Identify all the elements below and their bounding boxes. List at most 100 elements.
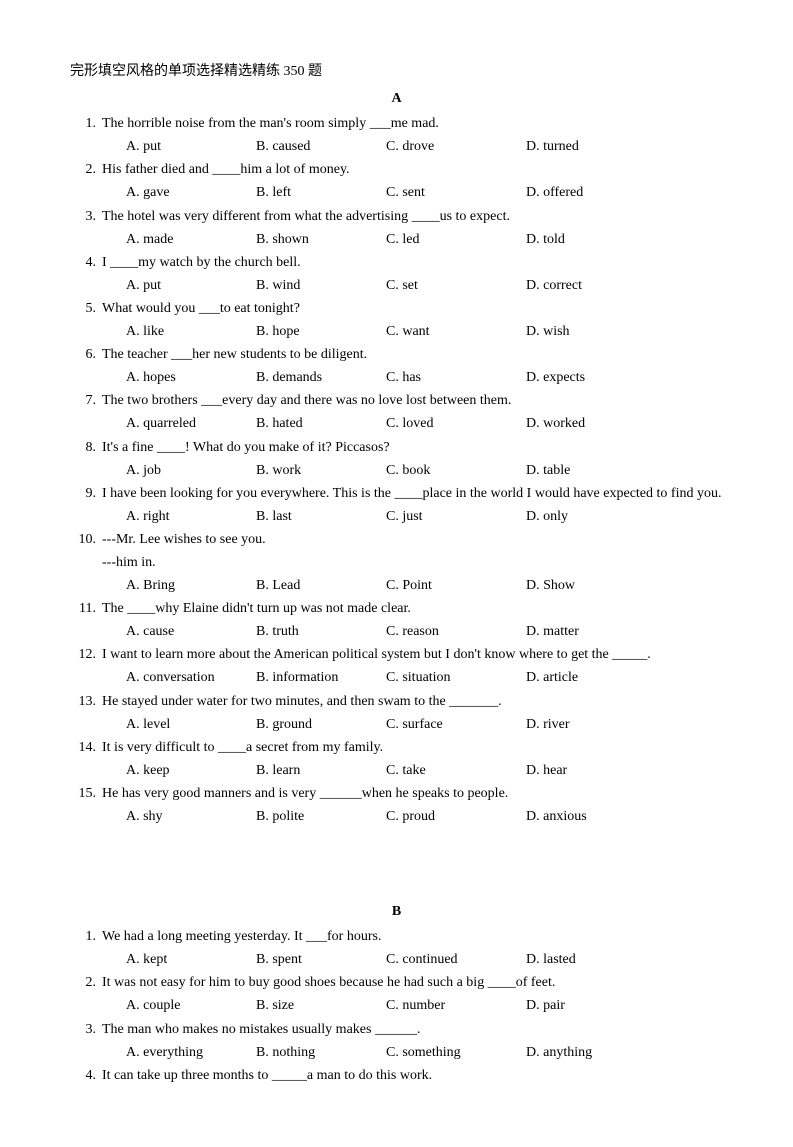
- question: 5. What would you ___to eat tonight? A. …: [70, 297, 723, 343]
- question-number: 12.: [70, 643, 102, 689]
- option-d: D. only: [526, 505, 656, 528]
- option-d: D. river: [526, 713, 656, 736]
- option-b: B. Lead: [256, 574, 386, 597]
- option-c: C. reason: [386, 620, 526, 643]
- question-stem: The man who makes no mistakes usually ma…: [102, 1018, 723, 1041]
- question-number: 1.: [70, 925, 102, 971]
- question: 10. ---Mr. Lee wishes to see you. ---him…: [70, 528, 723, 597]
- option-c: C. book: [386, 459, 526, 482]
- option-c: C. something: [386, 1041, 526, 1064]
- question: 15. He has very good manners and is very…: [70, 782, 723, 828]
- question-stem: The teacher ___her new students to be di…: [102, 343, 723, 366]
- question-number: 5.: [70, 297, 102, 343]
- question-number: 7.: [70, 389, 102, 435]
- option-a: A. quarreled: [126, 412, 256, 435]
- question-stem: He stayed under water for two minutes, a…: [102, 690, 723, 713]
- question: 4. It can take up three months to _____a…: [70, 1064, 723, 1087]
- question: 14. It is very difficult to ____a secret…: [70, 736, 723, 782]
- option-a: A. couple: [126, 994, 256, 1017]
- option-d: D. Show: [526, 574, 656, 597]
- option-b: B. shown: [256, 228, 386, 251]
- option-c: C. Point: [386, 574, 526, 597]
- question-stem: I have been looking for you everywhere. …: [102, 482, 723, 505]
- option-a: A. hopes: [126, 366, 256, 389]
- option-b: B. last: [256, 505, 386, 528]
- option-c: C. take: [386, 759, 526, 782]
- option-d: D. offered: [526, 181, 656, 204]
- question: 1. The horrible noise from the man's roo…: [70, 112, 723, 158]
- option-a: A. right: [126, 505, 256, 528]
- option-a: A. shy: [126, 805, 256, 828]
- option-a: A. keep: [126, 759, 256, 782]
- option-c: C. just: [386, 505, 526, 528]
- question-number: 2.: [70, 158, 102, 204]
- question-stem: The hotel was very different from what t…: [102, 205, 723, 228]
- option-b: B. hope: [256, 320, 386, 343]
- option-d: D. wish: [526, 320, 656, 343]
- question-stem: It was not easy for him to buy good shoe…: [102, 971, 723, 994]
- option-b: B. left: [256, 181, 386, 204]
- option-c: C. proud: [386, 805, 526, 828]
- option-c: C. drove: [386, 135, 526, 158]
- question-stem: It can take up three months to _____a ma…: [102, 1064, 723, 1087]
- option-c: C. sent: [386, 181, 526, 204]
- option-a: A. kept: [126, 948, 256, 971]
- option-d: D. table: [526, 459, 656, 482]
- option-b: B. ground: [256, 713, 386, 736]
- option-a: A. like: [126, 320, 256, 343]
- option-d: D. expects: [526, 366, 656, 389]
- option-c: C. led: [386, 228, 526, 251]
- option-c: C. set: [386, 274, 526, 297]
- question-stem: It is very difficult to ____a secret fro…: [102, 736, 723, 759]
- question: 12. I want to learn more about the Ameri…: [70, 643, 723, 689]
- question-number: 9.: [70, 482, 102, 528]
- option-d: D. told: [526, 228, 656, 251]
- option-d: D. pair: [526, 994, 656, 1017]
- section-b-letter: B: [70, 900, 723, 923]
- option-b: B. wind: [256, 274, 386, 297]
- question-number: 8.: [70, 436, 102, 482]
- option-d: D. matter: [526, 620, 656, 643]
- question-stem-line2: ---him in.: [102, 551, 723, 574]
- option-a: A. put: [126, 135, 256, 158]
- option-c: C. situation: [386, 666, 526, 689]
- option-c: C. continued: [386, 948, 526, 971]
- option-a: A. conversation: [126, 666, 256, 689]
- question-stem: It's a fine ____! What do you make of it…: [102, 436, 723, 459]
- question-stem: What would you ___to eat tonight?: [102, 297, 723, 320]
- option-d: D. correct: [526, 274, 656, 297]
- option-c: C. loved: [386, 412, 526, 435]
- question-number: 15.: [70, 782, 102, 828]
- question-stem: He has very good manners and is very ___…: [102, 782, 723, 805]
- option-c: C. number: [386, 994, 526, 1017]
- question: 2. It was not easy for him to buy good s…: [70, 971, 723, 1017]
- option-b: B. work: [256, 459, 386, 482]
- option-b: B. truth: [256, 620, 386, 643]
- option-d: D. anything: [526, 1041, 656, 1064]
- question-stem: I want to learn more about the American …: [102, 643, 723, 666]
- option-b: B. demands: [256, 366, 386, 389]
- option-b: B. size: [256, 994, 386, 1017]
- option-b: B. information: [256, 666, 386, 689]
- question: 13. He stayed under water for two minute…: [70, 690, 723, 736]
- option-c: C. want: [386, 320, 526, 343]
- section-a: 1. The horrible noise from the man's roo…: [70, 112, 723, 828]
- option-b: B. caused: [256, 135, 386, 158]
- question: 3. The man who makes no mistakes usually…: [70, 1018, 723, 1064]
- question-stem: I ____my watch by the church bell.: [102, 251, 723, 274]
- option-d: D. anxious: [526, 805, 656, 828]
- option-d: D. lasted: [526, 948, 656, 971]
- question-number: 14.: [70, 736, 102, 782]
- question-number: 13.: [70, 690, 102, 736]
- question: 11. The ____why Elaine didn't turn up wa…: [70, 597, 723, 643]
- question-stem: We had a long meeting yesterday. It ___f…: [102, 925, 723, 948]
- question-stem: His father died and ____him a lot of mon…: [102, 158, 723, 181]
- option-a: A. put: [126, 274, 256, 297]
- option-a: A. cause: [126, 620, 256, 643]
- question-number: 2.: [70, 971, 102, 1017]
- question-number: 4.: [70, 1064, 102, 1087]
- option-b: B. spent: [256, 948, 386, 971]
- option-b: B. hated: [256, 412, 386, 435]
- question-stem: ---Mr. Lee wishes to see you.: [102, 528, 723, 551]
- question: 1. We had a long meeting yesterday. It _…: [70, 925, 723, 971]
